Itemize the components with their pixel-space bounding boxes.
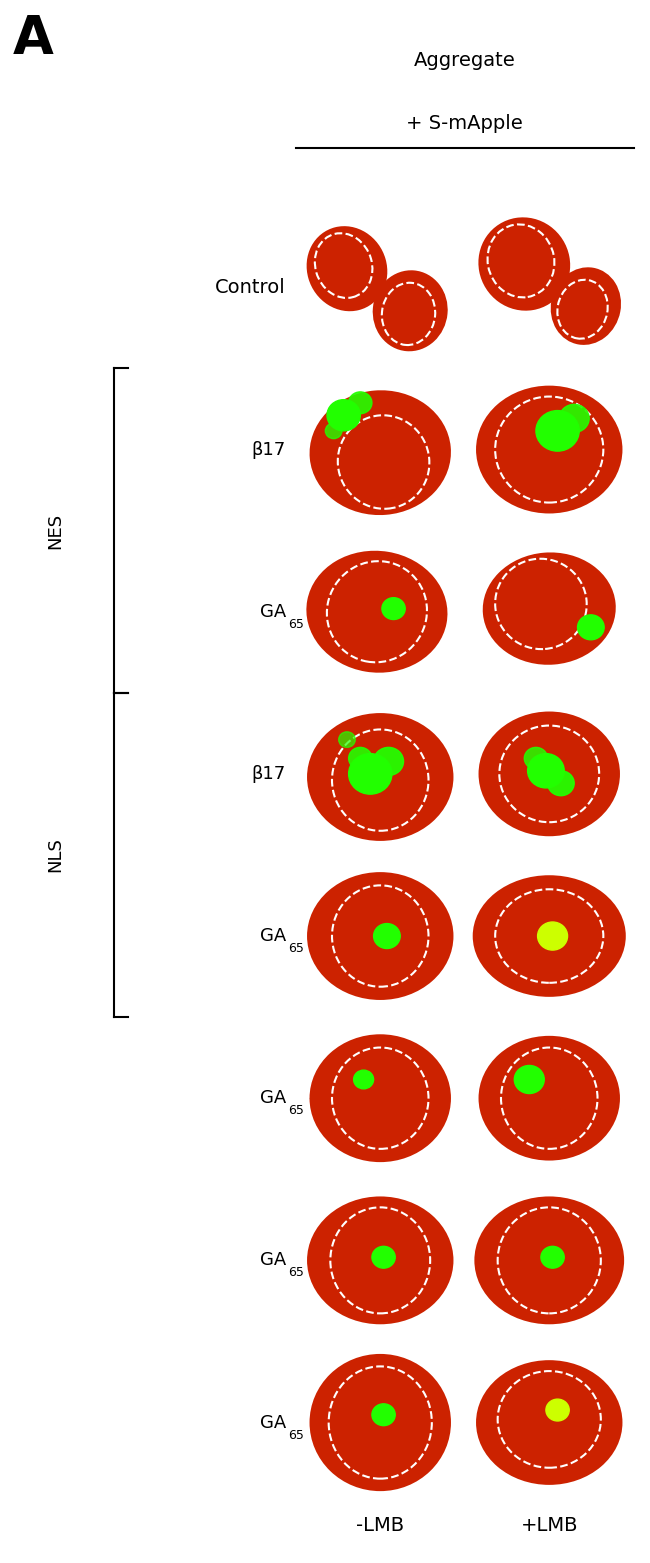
Text: -GFP (Nuc): -GFP (Nuc) — [309, 1252, 406, 1269]
Ellipse shape — [476, 386, 623, 514]
Text: -GFP: -GFP — [309, 927, 351, 946]
Circle shape — [536, 411, 579, 452]
Circle shape — [538, 922, 567, 950]
Ellipse shape — [307, 1196, 454, 1324]
Circle shape — [546, 1399, 569, 1421]
Ellipse shape — [309, 391, 451, 516]
Ellipse shape — [307, 872, 454, 1000]
Ellipse shape — [478, 1036, 620, 1161]
Ellipse shape — [483, 552, 616, 664]
Circle shape — [339, 731, 356, 747]
Circle shape — [348, 747, 372, 769]
Text: 65: 65 — [288, 942, 304, 955]
Ellipse shape — [306, 550, 447, 672]
Text: β17: β17 — [252, 441, 286, 458]
Circle shape — [374, 924, 400, 949]
Circle shape — [372, 1246, 395, 1268]
Ellipse shape — [551, 267, 621, 345]
Text: NLS: NLS — [46, 838, 64, 872]
Circle shape — [354, 1071, 374, 1089]
Text: +LMB: +LMB — [521, 1516, 578, 1535]
Text: Control: Control — [215, 278, 286, 297]
Text: GA: GA — [260, 1413, 286, 1432]
Ellipse shape — [307, 227, 387, 311]
Circle shape — [514, 1066, 544, 1094]
Circle shape — [382, 597, 405, 619]
Circle shape — [578, 614, 604, 639]
Circle shape — [374, 747, 404, 775]
Text: 65: 65 — [288, 1429, 304, 1441]
Text: GA: GA — [260, 1089, 286, 1107]
Ellipse shape — [478, 711, 620, 836]
Ellipse shape — [474, 1196, 624, 1324]
Text: 65: 65 — [288, 617, 304, 631]
Text: -GFP-PY: -GFP-PY — [309, 1413, 378, 1432]
Ellipse shape — [309, 1354, 451, 1491]
Circle shape — [327, 400, 360, 431]
Circle shape — [547, 771, 574, 796]
Text: -GFP: -GFP — [309, 603, 351, 621]
Text: β17: β17 — [252, 764, 286, 783]
Text: Aggregate: Aggregate — [414, 52, 515, 70]
Ellipse shape — [372, 270, 448, 352]
Text: GA: GA — [260, 603, 286, 621]
Text: NES: NES — [46, 513, 64, 549]
Text: GA: GA — [260, 1252, 286, 1269]
Circle shape — [348, 753, 392, 794]
Circle shape — [326, 424, 342, 439]
Circle shape — [541, 1246, 564, 1268]
Ellipse shape — [309, 1035, 451, 1163]
Circle shape — [559, 405, 589, 433]
Circle shape — [348, 392, 372, 414]
Text: -LMB: -LMB — [356, 1516, 404, 1535]
Circle shape — [528, 753, 564, 788]
Circle shape — [372, 1404, 395, 1425]
Ellipse shape — [307, 713, 454, 841]
Circle shape — [525, 747, 547, 769]
Text: + S-mApple: + S-mApple — [406, 114, 523, 133]
Ellipse shape — [473, 875, 626, 997]
Text: 65: 65 — [288, 1266, 304, 1280]
Text: 65: 65 — [288, 1103, 304, 1118]
Text: A: A — [13, 13, 54, 64]
Ellipse shape — [478, 217, 570, 311]
Text: GA: GA — [260, 927, 286, 946]
Ellipse shape — [476, 1360, 623, 1485]
Text: -GFP (Cyt): -GFP (Cyt) — [309, 1089, 401, 1107]
